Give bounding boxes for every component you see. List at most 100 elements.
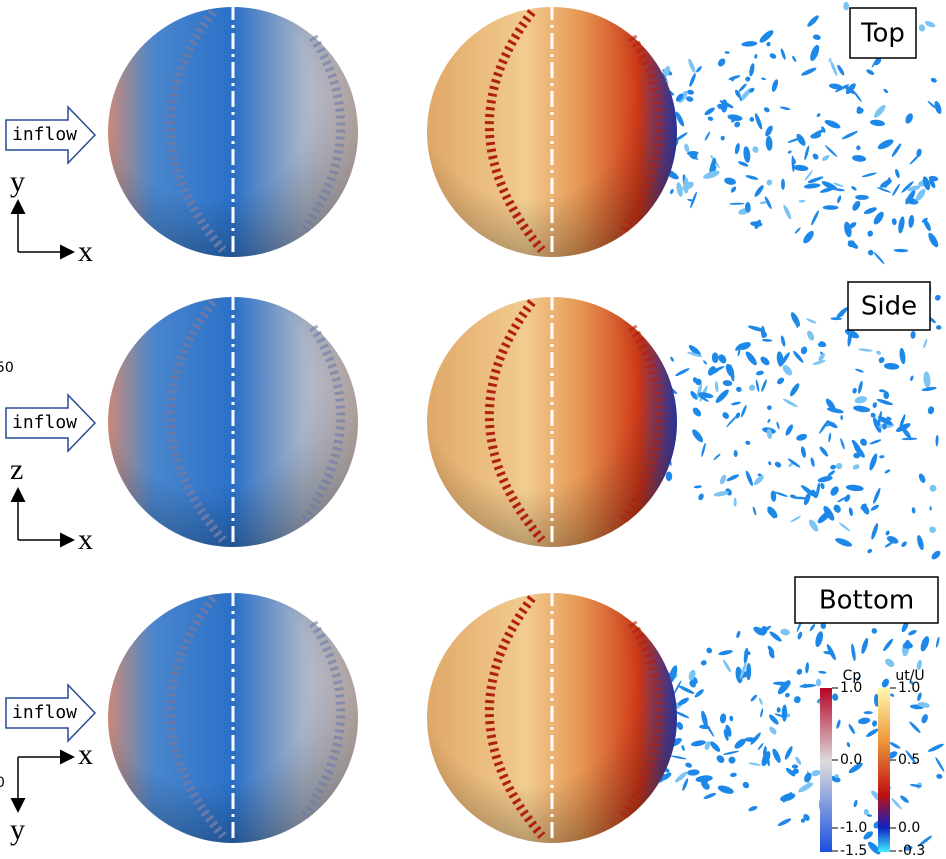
wake-structure [745,202,751,212]
wake-structure [754,54,758,59]
wake-structure [753,112,763,130]
wake-structure [839,438,845,450]
wake-structure [806,14,820,28]
wake-structure [819,482,825,489]
wake-structure [730,186,737,194]
wake-structure [863,206,878,216]
wake-structure [805,662,810,674]
wake-structure [918,24,926,33]
wake-structure [797,781,814,794]
wake-structure [669,188,674,194]
wake-structure [812,34,821,41]
wake-structure [723,750,739,756]
edge-fragment: 0 [0,775,5,791]
wake-structure [724,177,737,186]
wake-structure [728,74,741,81]
wake-structure [910,331,916,339]
wake-structure [806,318,817,325]
wake-structure [852,154,867,162]
wake-structure [891,218,897,225]
wake-structure [856,145,861,151]
wake-structure [768,461,772,466]
colorbar-label: 1.0 [898,680,920,696]
wake-structure [796,668,804,676]
wake-structure [790,515,802,523]
wake-structure [832,693,839,701]
wake-structure [703,360,708,365]
wake-structure [765,505,779,520]
wake-structure [916,534,925,550]
wake-structure [821,154,830,162]
wake-structure [808,44,821,62]
wake-structure [769,52,778,60]
wake-structure [780,628,791,636]
colorbar [878,688,890,852]
wake-structure [872,402,877,409]
wake-structure [771,79,780,93]
wake-structure [872,210,886,226]
wake-structure [705,646,713,654]
wake-structure [782,398,798,409]
wake-structure [836,195,842,204]
wake-structure [872,487,882,504]
wake-structure [765,136,773,151]
wake-structure [700,442,706,457]
wake-structure [814,630,825,647]
wake-structure [727,756,736,765]
wake-structure [935,435,939,447]
wake-structure [690,428,705,444]
wake-structure [891,143,903,158]
wake-structure [726,473,740,482]
wake-structure [904,112,915,125]
view-label: Bottom [819,586,914,616]
wake-structure [670,755,686,760]
axis-label: y [10,165,25,198]
wake-structure [828,433,832,443]
wake-structure [792,764,798,768]
wake-structure [852,90,862,103]
wake-structure [703,792,717,801]
wake-structure [681,745,686,752]
wake-structure [897,216,905,234]
wake-structure [834,536,853,548]
wake-structure [930,77,938,84]
wake-structure [687,58,697,74]
wake-structure [877,186,892,193]
wake-structure [719,474,728,485]
wake-structure [902,437,918,440]
wake-structure [745,76,751,82]
wake-structure [736,386,743,392]
wake-structure [685,95,694,102]
wake-structure [717,353,728,365]
wake-structure [871,627,878,634]
wake-structure [777,817,792,827]
wake-structure [781,179,785,190]
wake-structure [859,437,869,447]
wake-structure [776,376,786,385]
wake-structure [858,348,873,352]
wake-structure [909,152,922,165]
wake-structure [919,635,931,652]
wake-structure [794,756,802,766]
wake-structure [721,411,730,420]
wake-structure [855,368,865,373]
colorbar-label: 0.0 [898,820,920,836]
wake-structure [899,794,910,804]
wake-structure [800,446,807,458]
wake-structure [799,684,816,689]
wake-structure [798,200,805,203]
wake-structure [806,329,816,341]
wake-structure [791,55,797,62]
wake-structure [749,116,756,123]
wake-structure [761,77,766,81]
wake-structure [782,204,793,220]
wake-structure [768,725,778,735]
wake-structure [858,717,871,725]
wake-structure [781,363,794,377]
wake-structure [718,649,733,656]
wake-structure [713,453,721,461]
wake-structure [731,401,741,406]
wake-structure [760,708,764,718]
wake-structure [787,457,801,468]
wake-structure [729,203,744,205]
